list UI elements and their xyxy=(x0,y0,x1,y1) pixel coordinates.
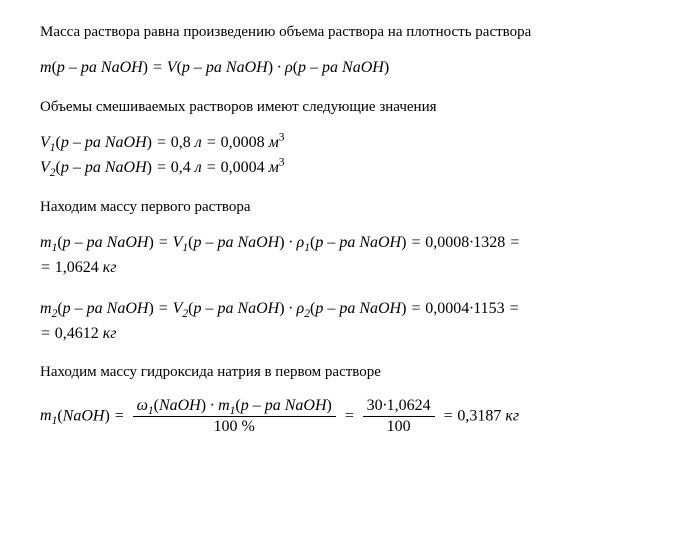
rparen: ) xyxy=(104,407,109,424)
sym-m2: m2 xyxy=(40,300,57,317)
sym-eq: = xyxy=(206,159,217,176)
paragraph-find-mass1: Находим массу первого раствора xyxy=(40,197,653,217)
rparen: ) xyxy=(147,159,152,176)
equation-m-naoh: m1(NaOH) = ω1(NaOH) · m1(p – ра NaOH) 10… xyxy=(40,397,653,437)
fraction-numerator: 30·1,0624 xyxy=(363,397,435,417)
sym-m1: m1 xyxy=(40,234,57,251)
page: Масса раствора равна произведению объема… xyxy=(0,0,693,480)
val-v2-m3: 0,0004 xyxy=(425,300,469,317)
arg-sol: p – ра NaOH xyxy=(193,300,279,317)
fraction-denominator: 100 xyxy=(363,417,435,436)
arg-sol: p – ра NaOH xyxy=(298,59,384,76)
val-m-naoh1: 0,3187 xyxy=(457,407,501,424)
arg-sol: p – ра NaOH xyxy=(61,159,147,176)
equation-mass-general: m(p – ра NaOH) = V(p – ра NaOH) · ρ(p – … xyxy=(40,56,653,81)
sym-rho2: ρ2 xyxy=(297,300,310,317)
arg-sol: p – ра NaOH xyxy=(315,300,401,317)
sym-eq: = xyxy=(410,234,421,251)
rparen: ) xyxy=(148,234,153,251)
sym-dot: · xyxy=(289,300,293,317)
rparen: ) xyxy=(143,59,148,76)
sym-V2: V2 xyxy=(173,300,189,317)
paragraph-find-naoh-mass: Находим массу гидроксида натрия в первом… xyxy=(40,362,653,382)
sym-V1: V1 xyxy=(173,234,189,251)
arg-sol: p – ра NaOH xyxy=(57,59,143,76)
sym-eq: = xyxy=(40,325,51,342)
val-v1-l: 0,8 xyxy=(171,134,191,151)
fraction-numbers: 30·1,0624 100 xyxy=(363,397,435,437)
arg-sol: p – ра NaOH xyxy=(315,234,401,251)
arg-sol: p – ра NaOH xyxy=(193,234,279,251)
sym-eq: = xyxy=(443,407,454,424)
rparen: ) xyxy=(148,300,153,317)
sym-V1: V1 xyxy=(40,134,56,151)
rparen: ) xyxy=(147,134,152,151)
rparen: ) xyxy=(401,300,406,317)
sym-eq: = xyxy=(152,59,163,76)
arg-sol: p – ра NaOH xyxy=(182,59,268,76)
sym-rho: ρ xyxy=(285,59,293,76)
sym-V2: V2 xyxy=(40,159,56,176)
unit-m3: м3 xyxy=(269,159,285,176)
unit-l: л xyxy=(195,159,202,176)
sym-rho1: ρ1 xyxy=(297,234,310,251)
arg-naoh: NaOH xyxy=(63,407,105,424)
sym-eq: = xyxy=(158,300,169,317)
fraction-formula: ω1(NaOH) · m1(p – ра NaOH) 100 % xyxy=(133,397,336,437)
sym-eq: = xyxy=(509,234,520,251)
val-v2-l: 0,4 xyxy=(171,159,191,176)
sym-dot: · xyxy=(289,234,293,251)
val-m2: 0,4612 xyxy=(55,325,99,342)
sym-V: V xyxy=(167,59,177,76)
fraction-denominator: 100 % xyxy=(133,417,336,436)
val-v1-m3: 0,0008 xyxy=(425,234,469,251)
sym-dot: · xyxy=(277,59,281,76)
sym-eq: = xyxy=(156,134,167,151)
unit-kg: кг xyxy=(505,407,519,424)
rparen: ) xyxy=(384,59,389,76)
equation-m2: m2(p – ра NaOH) = V2(p – ра NaOH) · ρ2(p… xyxy=(40,297,653,347)
arg-sol: p – ра NaOH xyxy=(63,234,149,251)
arg-sol: p – ра NaOH xyxy=(61,134,147,151)
sym-m1: m1 xyxy=(40,407,57,424)
sym-m1: m1 xyxy=(218,397,235,414)
paragraph-volumes: Объемы смешиваемых растворов имеют следу… xyxy=(40,97,653,117)
sym-m: m xyxy=(40,59,52,76)
sym-eq: = xyxy=(158,234,169,251)
fraction-numerator: ω1(NaOH) · m1(p – ра NaOH) xyxy=(133,397,336,417)
equation-volumes: V1(p – ра NaOH) = 0,8 л = 0,0008 м3 V2(p… xyxy=(40,131,653,181)
unit-kg: кг xyxy=(103,259,117,276)
arg-sol: p – ра NaOH xyxy=(63,300,149,317)
equation-m1: m1(p – ра NaOH) = V1(p – ра NaOH) · ρ1(p… xyxy=(40,231,653,281)
val-v1-m3: 0,0008 xyxy=(221,134,265,151)
sym-eq: = xyxy=(410,300,421,317)
rparen: ) xyxy=(279,234,284,251)
sym-eq: = xyxy=(114,407,125,424)
val-v2-m3: 0,0004 xyxy=(221,159,265,176)
sym-eq: = xyxy=(40,259,51,276)
paragraph-mass-definition: Масса раствора равна произведению объема… xyxy=(40,22,653,42)
val-rho2: 1153 xyxy=(473,300,504,317)
rparen: ) xyxy=(401,234,406,251)
val-m1: 1,0624 xyxy=(55,259,99,276)
unit-m3: м3 xyxy=(269,134,285,151)
rparen: ) xyxy=(279,300,284,317)
sym-eq: = xyxy=(206,134,217,151)
unit-kg: кг xyxy=(103,325,117,342)
sym-omega1: ω1 xyxy=(137,397,154,414)
rparen: ) xyxy=(268,59,273,76)
sym-eq: = xyxy=(509,300,520,317)
sym-eq: = xyxy=(156,159,167,176)
sym-eq: = xyxy=(344,407,355,424)
unit-l: л xyxy=(195,134,202,151)
val-rho1: 1328 xyxy=(473,234,505,251)
